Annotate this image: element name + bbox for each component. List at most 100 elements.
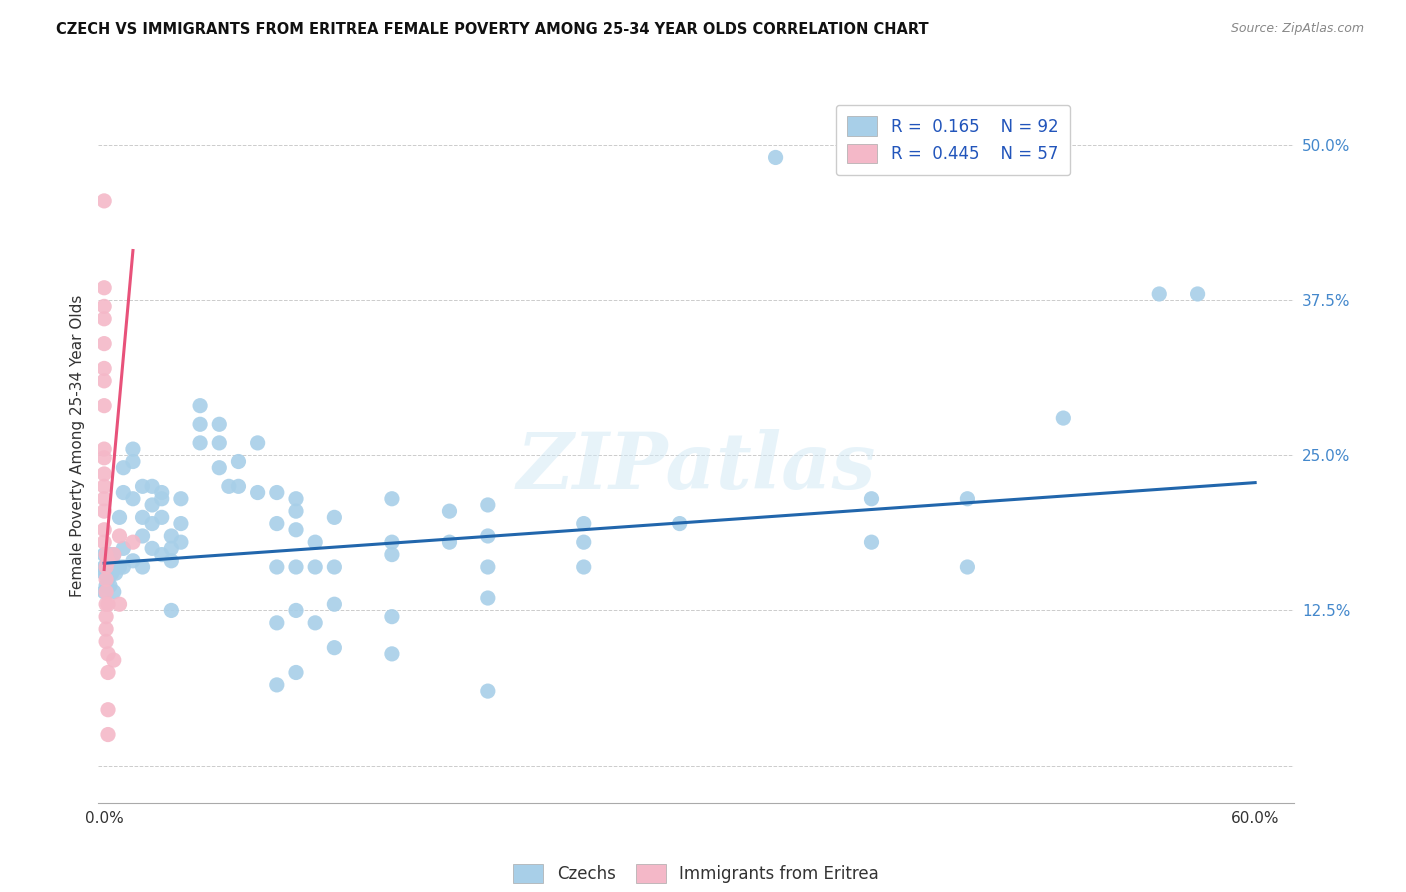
- Point: [572, 560, 595, 574]
- Point: [188, 417, 211, 432]
- Point: [246, 485, 269, 500]
- Point: [860, 491, 883, 506]
- Point: [208, 460, 231, 475]
- Point: [860, 535, 883, 549]
- Point: [228, 454, 250, 468]
- Point: [956, 491, 979, 506]
- Point: [160, 541, 183, 556]
- Point: [323, 640, 346, 655]
- Point: [97, 665, 120, 680]
- Point: [112, 485, 135, 500]
- Point: [1187, 287, 1209, 301]
- Point: [104, 566, 127, 581]
- Point: [381, 609, 404, 624]
- Point: [93, 548, 115, 562]
- Point: [112, 541, 135, 556]
- Point: [97, 727, 120, 741]
- Point: [93, 479, 115, 493]
- Point: [285, 665, 308, 680]
- Point: [122, 554, 145, 568]
- Point: [93, 504, 115, 518]
- Y-axis label: Female Poverty Among 25-34 Year Olds: Female Poverty Among 25-34 Year Olds: [69, 295, 84, 597]
- Point: [381, 535, 404, 549]
- Point: [94, 573, 117, 587]
- Point: [150, 510, 173, 524]
- Point: [131, 529, 153, 543]
- Point: [218, 479, 240, 493]
- Point: [285, 523, 308, 537]
- Point: [188, 436, 211, 450]
- Point: [170, 516, 193, 531]
- Point: [304, 560, 326, 574]
- Point: [477, 560, 499, 574]
- Point: [188, 399, 211, 413]
- Point: [285, 504, 308, 518]
- Point: [98, 560, 121, 574]
- Point: [93, 491, 115, 506]
- Point: [103, 548, 125, 562]
- Point: [439, 504, 461, 518]
- Point: [141, 479, 163, 493]
- Point: [170, 491, 193, 506]
- Point: [101, 554, 124, 568]
- Point: [93, 560, 115, 574]
- Point: [122, 454, 145, 468]
- Point: [97, 554, 120, 568]
- Point: [131, 479, 153, 493]
- Point: [94, 560, 117, 574]
- Point: [94, 560, 117, 574]
- Point: [141, 498, 163, 512]
- Point: [228, 479, 250, 493]
- Point: [765, 151, 787, 165]
- Point: [150, 548, 173, 562]
- Point: [304, 615, 326, 630]
- Point: [381, 548, 404, 562]
- Point: [94, 634, 117, 648]
- Point: [141, 541, 163, 556]
- Point: [103, 584, 125, 599]
- Point: [266, 678, 288, 692]
- Text: CZECH VS IMMIGRANTS FROM ERITREA FEMALE POVERTY AMONG 25-34 YEAR OLDS CORRELATIO: CZECH VS IMMIGRANTS FROM ERITREA FEMALE …: [56, 22, 929, 37]
- Point: [93, 584, 115, 599]
- Point: [266, 485, 288, 500]
- Point: [285, 603, 308, 617]
- Point: [98, 548, 121, 562]
- Point: [93, 311, 115, 326]
- Point: [381, 491, 404, 506]
- Text: Source: ZipAtlas.com: Source: ZipAtlas.com: [1230, 22, 1364, 36]
- Point: [101, 566, 124, 581]
- Text: ZIPatlas: ZIPatlas: [516, 429, 876, 506]
- Point: [572, 516, 595, 531]
- Point: [93, 194, 115, 208]
- Point: [1052, 411, 1074, 425]
- Point: [285, 491, 308, 506]
- Point: [108, 560, 131, 574]
- Point: [956, 560, 979, 574]
- Point: [477, 529, 499, 543]
- Point: [150, 485, 173, 500]
- Point: [93, 281, 115, 295]
- Point: [246, 436, 269, 450]
- Point: [141, 516, 163, 531]
- Point: [93, 336, 115, 351]
- Point: [323, 510, 346, 524]
- Point: [93, 523, 115, 537]
- Point: [160, 554, 183, 568]
- Point: [93, 361, 115, 376]
- Point: [94, 597, 117, 611]
- Point: [94, 584, 117, 599]
- Point: [266, 516, 288, 531]
- Point: [93, 399, 115, 413]
- Point: [93, 299, 115, 313]
- Point: [477, 684, 499, 698]
- Point: [572, 535, 595, 549]
- Point: [97, 597, 120, 611]
- Point: [97, 566, 120, 581]
- Point: [94, 609, 117, 624]
- Point: [170, 535, 193, 549]
- Point: [93, 535, 115, 549]
- Point: [266, 560, 288, 574]
- Point: [97, 554, 120, 568]
- Point: [108, 529, 131, 543]
- Point: [285, 560, 308, 574]
